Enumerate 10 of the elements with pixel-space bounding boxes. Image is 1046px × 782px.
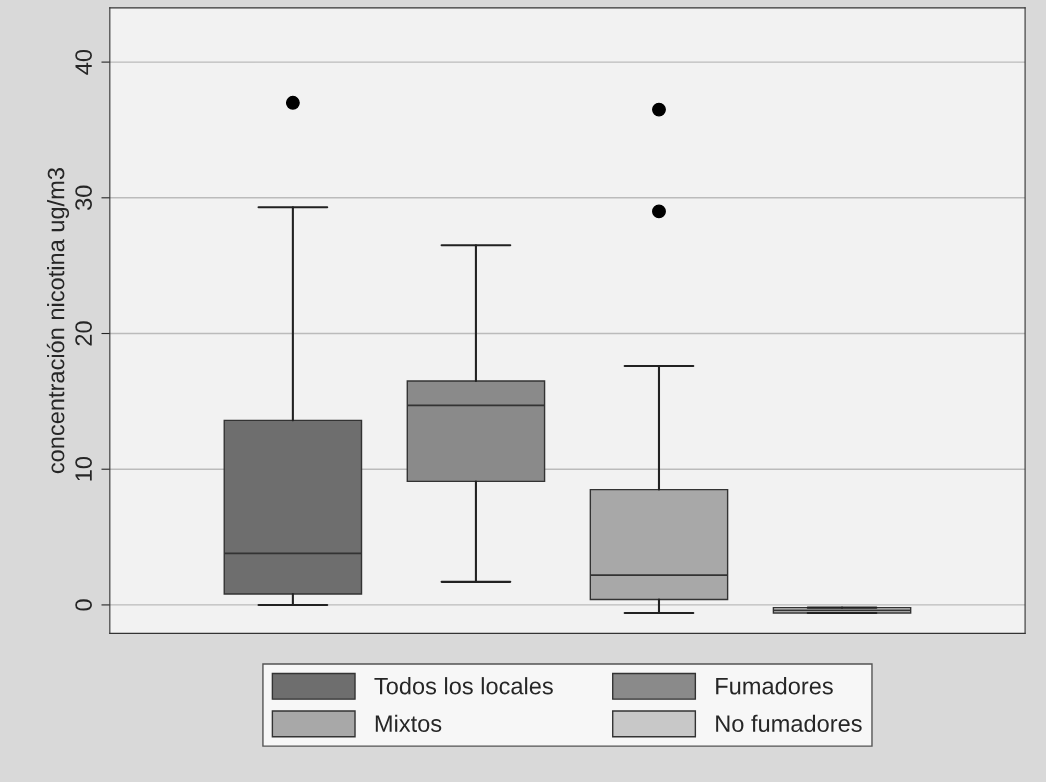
legend-label: No fumadores — [716, 714, 862, 732]
legend-label: Fumadores — [716, 677, 833, 695]
legend-label: Mixtos — [375, 714, 442, 732]
y-axis-title: concentración nicotina ug/m3 — [46, 168, 70, 474]
y-tick-label: 40 — [75, 49, 92, 75]
y-tick-label: 0 — [75, 599, 92, 611]
y-tick-label: 10 — [75, 457, 92, 481]
y-tick-label: 30 — [75, 185, 92, 211]
legend-label: Todos los locales — [374, 677, 553, 695]
y-tick-label: 20 — [75, 321, 92, 346]
